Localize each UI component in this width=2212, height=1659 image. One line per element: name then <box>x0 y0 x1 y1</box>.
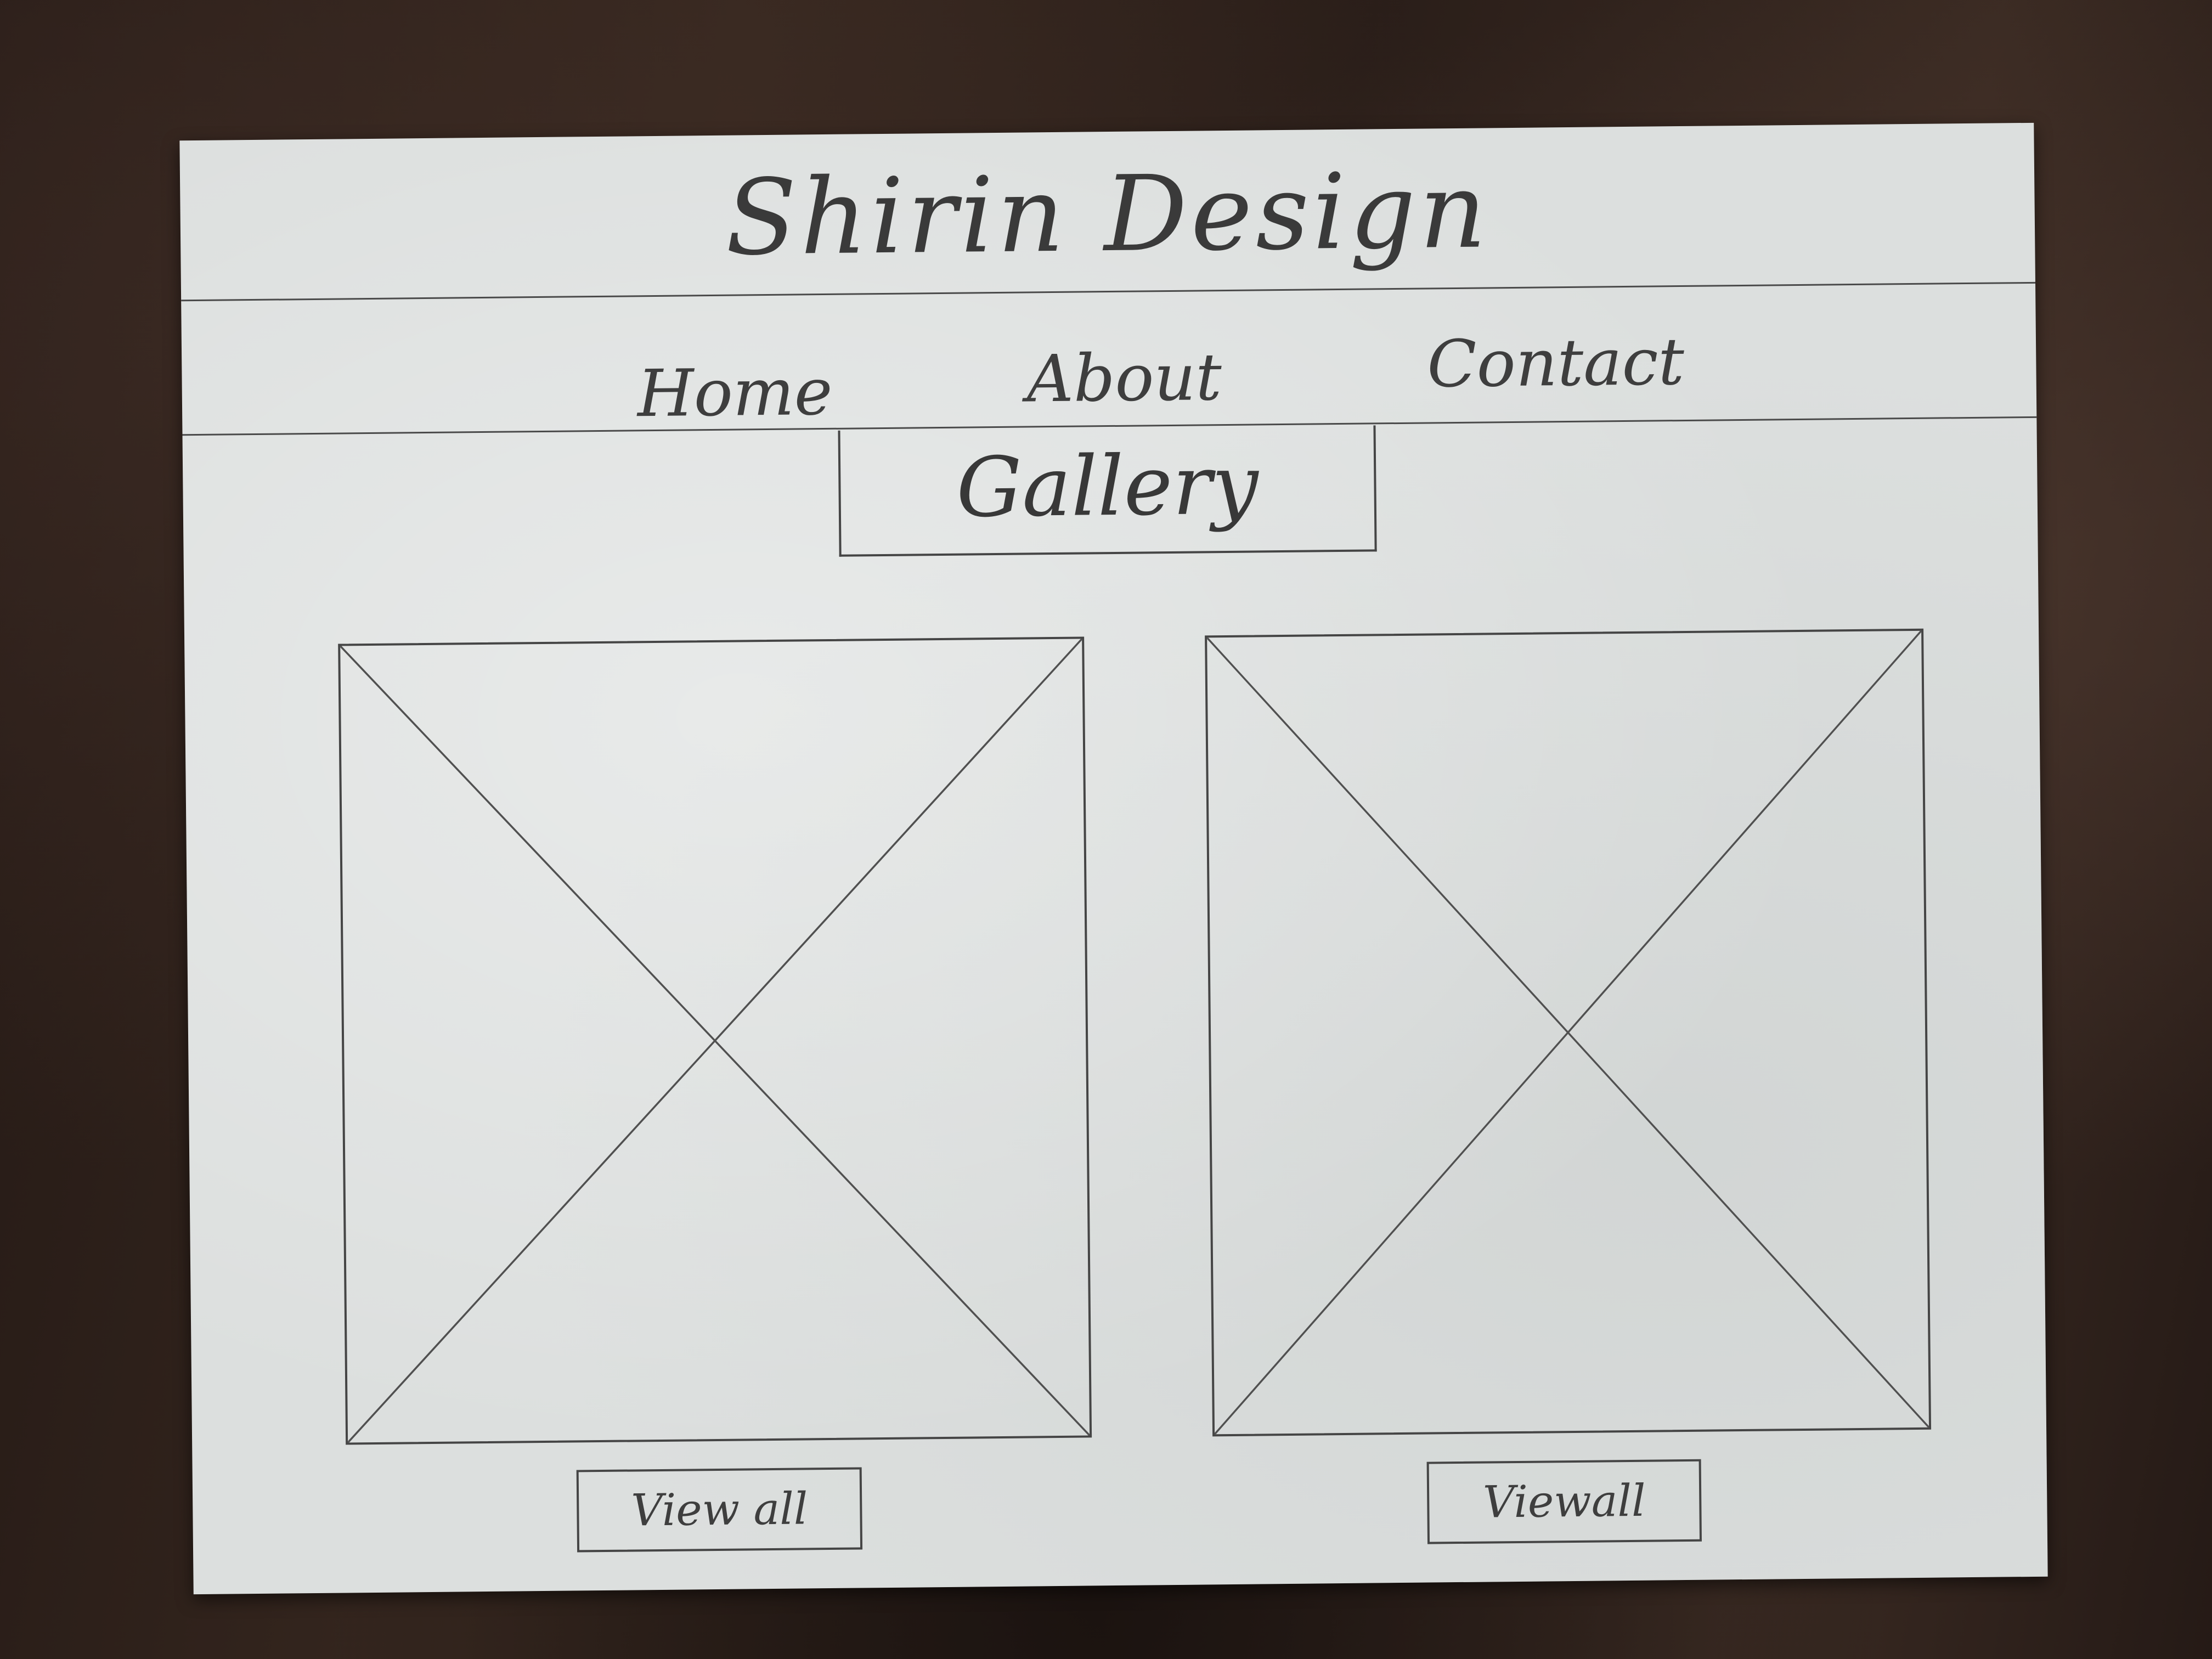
main-nav: Home About Contact <box>182 324 2036 431</box>
nav-item-contact[interactable]: Contact <box>1426 323 1685 402</box>
gallery-heading: Gallery <box>956 437 1259 536</box>
image-placeholder-icon <box>1207 630 1929 1435</box>
view-all-button-right[interactable]: Viewall <box>1426 1459 1702 1544</box>
view-all-button-left[interactable]: View all <box>576 1467 863 1553</box>
nav-item-home[interactable]: Home <box>637 353 833 432</box>
nav-item-about[interactable]: About <box>1026 339 1222 417</box>
image-placeholder-icon <box>340 639 1090 1443</box>
gallery-image-right[interactable] <box>1205 628 1932 1437</box>
site-title: Shirin Design <box>725 150 1491 279</box>
gallery-image-left[interactable] <box>338 636 1092 1445</box>
header-divider <box>181 281 2036 302</box>
wireframe-sheet: Shirin Design Home About Contact Gallery… <box>179 122 2048 1595</box>
gallery-heading-box: Gallery <box>838 425 1377 557</box>
